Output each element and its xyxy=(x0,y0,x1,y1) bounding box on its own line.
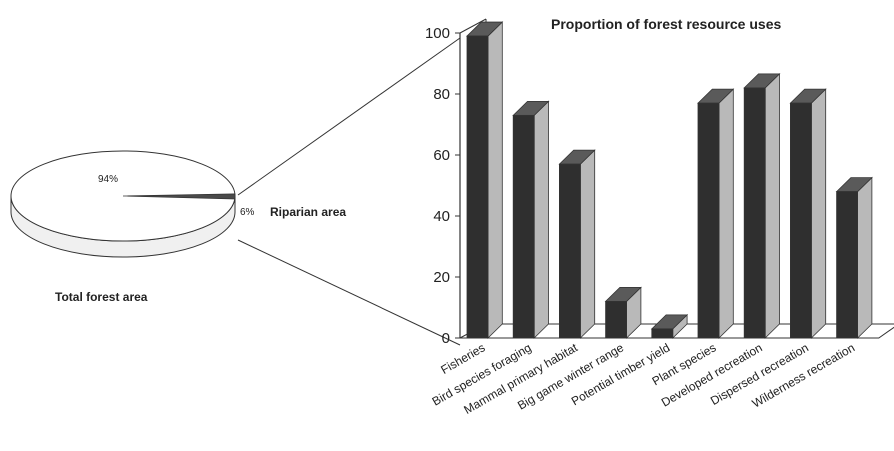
pie-chart: 94% 6% Riparian area Total forest area xyxy=(10,150,346,304)
bar-chart: Proportion of forest resource uses 0 20 40… xyxy=(425,16,894,417)
bar-side xyxy=(580,149,596,339)
bar-side xyxy=(857,176,873,339)
y-tick-label: 40 xyxy=(433,208,450,225)
pie-title: Total forest area xyxy=(55,290,148,304)
bars xyxy=(466,21,873,339)
bar-front xyxy=(836,191,858,339)
bar-front xyxy=(605,300,627,339)
y-tick-label: 20 xyxy=(433,269,450,286)
pie-label-6: 6% xyxy=(240,207,255,218)
connector-lines xyxy=(237,37,461,346)
bar xyxy=(558,149,596,339)
bar xyxy=(789,88,827,339)
y-tick-label: 60 xyxy=(433,147,450,164)
bar-side xyxy=(718,88,734,339)
bar-front xyxy=(512,114,535,339)
bar xyxy=(697,88,735,339)
y-axis-ticks: 0 20 40 60 80 100 xyxy=(425,25,460,347)
bar-front xyxy=(559,163,581,339)
connector-bottom xyxy=(237,239,461,346)
connector-top xyxy=(237,37,461,196)
bar-front xyxy=(743,87,766,339)
bar xyxy=(650,313,689,339)
pie-label-94: 94% xyxy=(98,174,118,185)
bar-front xyxy=(466,35,489,339)
bar xyxy=(835,176,873,339)
bar-front xyxy=(697,102,720,339)
bar-front xyxy=(790,102,812,339)
bar-side xyxy=(764,72,780,339)
pie-slice-riparian xyxy=(122,193,236,200)
bar-side xyxy=(811,88,827,339)
y-tick-label: 100 xyxy=(425,25,450,42)
bar xyxy=(512,100,550,339)
bar xyxy=(604,286,642,339)
bar-side xyxy=(487,21,503,339)
bar-side xyxy=(533,100,549,339)
pie-label-riparian: Riparian area xyxy=(270,205,346,219)
bar-front xyxy=(651,328,674,339)
bar xyxy=(466,21,504,339)
bar-chart-title: Proportion of forest resource uses xyxy=(551,16,781,32)
bar xyxy=(743,72,781,339)
y-tick-label: 80 xyxy=(433,86,450,103)
y-tick-label: 0 xyxy=(442,330,450,347)
axis-top-edge xyxy=(459,18,487,34)
